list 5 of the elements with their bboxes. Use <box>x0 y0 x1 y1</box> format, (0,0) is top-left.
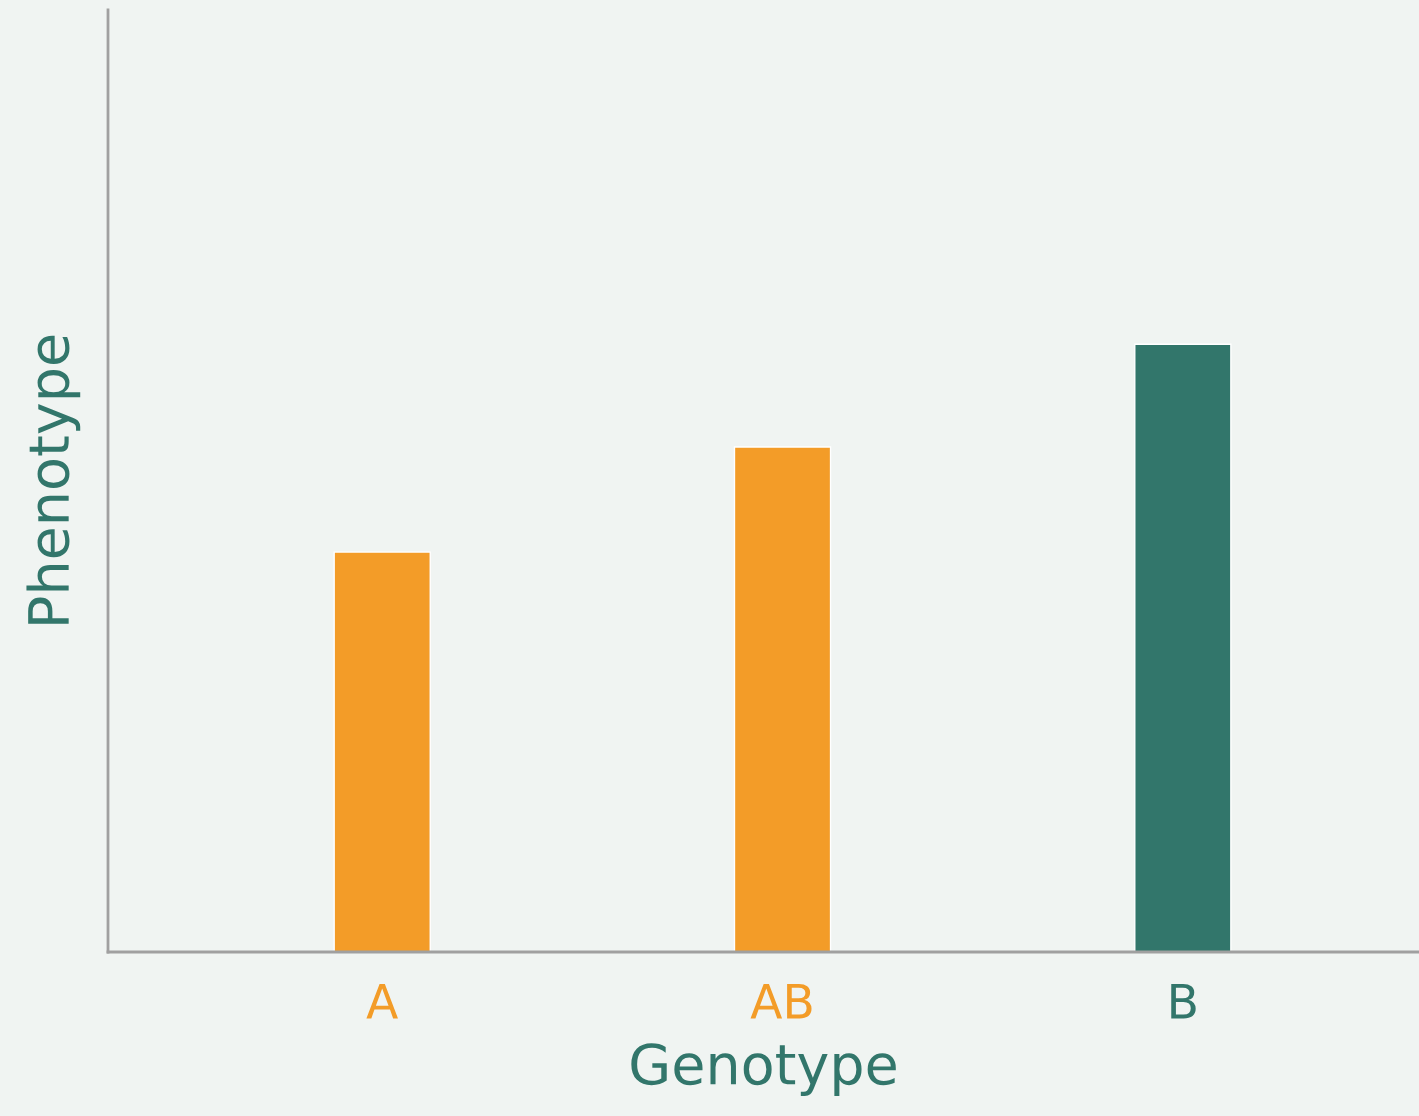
x-tick-label: AB <box>750 984 812 1019</box>
x-axis-title: Genotype <box>631 1043 896 1096</box>
x-tick-label: A <box>366 984 398 1019</box>
x-tick-label: B <box>1171 984 1196 1019</box>
y-axis-title: Phenotype <box>26 335 81 624</box>
